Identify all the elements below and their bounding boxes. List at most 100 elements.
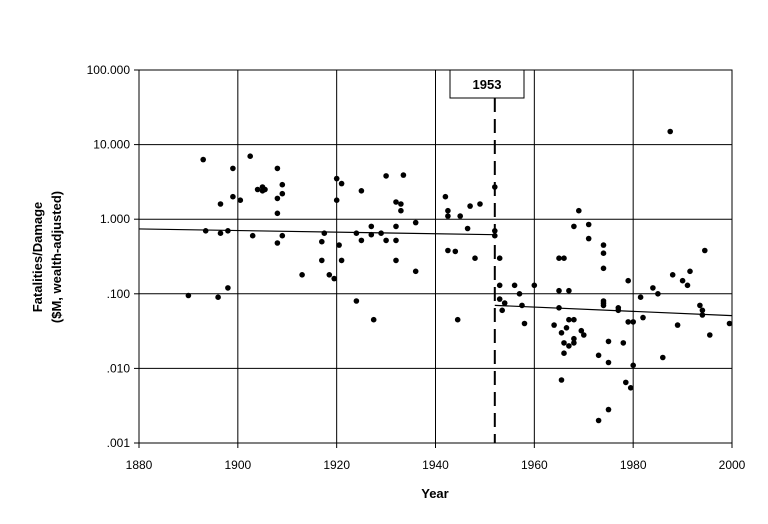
data-point (496, 255, 503, 261)
data-point (249, 232, 256, 239)
data-point (563, 325, 570, 331)
annotation-box (449, 69, 525, 99)
data-point (558, 330, 565, 336)
x-tick-label: 1900 (224, 458, 251, 472)
data-point (620, 340, 627, 346)
data-point (561, 255, 567, 261)
data-point (442, 193, 449, 200)
data-point (274, 195, 281, 202)
y-tick-label: .010 (107, 361, 131, 375)
data-point (684, 282, 691, 289)
data-point (566, 287, 572, 294)
data-point (630, 319, 636, 325)
data-point (558, 377, 565, 383)
data-point (585, 221, 592, 228)
data-point (566, 343, 572, 349)
data-point (262, 186, 268, 193)
data-point (669, 272, 676, 278)
data-point (660, 354, 666, 361)
data-point (496, 282, 503, 289)
data-point (333, 175, 340, 182)
x-axis-ticks: 1880 1900 1920 1940 1960 1980 2000 (126, 443, 746, 472)
data-point (571, 223, 577, 230)
data-point (630, 362, 636, 369)
data-point (674, 322, 681, 328)
data-point (707, 332, 713, 338)
trend-lines (138, 228, 733, 317)
data-point (625, 277, 631, 284)
data-point (274, 165, 281, 172)
data-point (571, 316, 577, 323)
data-point (726, 320, 733, 327)
data-point (358, 237, 365, 244)
data-point (650, 285, 656, 291)
data-point (445, 213, 451, 219)
x-tick-label: 1980 (620, 458, 647, 472)
y-tick-label: 100.000 (87, 63, 131, 77)
data-point (445, 207, 451, 214)
data-point (600, 302, 607, 309)
data-point (697, 302, 703, 309)
data-point (225, 228, 231, 234)
data-point (321, 230, 328, 236)
data-point (605, 359, 612, 366)
trend-line (138, 228, 495, 236)
data-point (516, 291, 523, 297)
data-point (370, 316, 377, 323)
data-point (254, 186, 261, 193)
annotation-label: 1953 (473, 77, 502, 92)
data-point (200, 156, 206, 163)
data-point (600, 250, 607, 256)
data-point (667, 128, 673, 135)
data-point (353, 230, 360, 236)
data-point (378, 230, 384, 236)
data-point (454, 316, 461, 323)
data-point (600, 242, 607, 248)
annotation-1953: 1953 (449, 69, 525, 99)
y-tick-label: 1.000 (100, 212, 130, 226)
data-point (452, 248, 459, 255)
data-point (578, 327, 585, 334)
data-point (383, 173, 389, 179)
y-axis-label-line-2: ($M, wealth-adjusted) (49, 191, 64, 323)
data-point (393, 257, 399, 264)
data-point (637, 294, 644, 301)
data-point (627, 385, 634, 391)
data-point (655, 291, 661, 297)
data-point (274, 210, 281, 217)
data-point (640, 314, 646, 321)
x-tick-label: 1880 (126, 458, 153, 472)
data-point (393, 237, 399, 244)
data-point (217, 230, 224, 236)
data-point (393, 223, 399, 230)
data-point (625, 319, 631, 325)
x-tick-label: 1960 (521, 458, 548, 472)
x-tick-label: 1940 (422, 458, 449, 472)
data-point (492, 228, 498, 234)
data-point (702, 247, 708, 254)
data-point (225, 285, 231, 291)
data-point (492, 232, 498, 239)
data-point (279, 181, 286, 188)
y-axis-label-line-1: Fatalities/Damage (30, 202, 45, 313)
data-point (398, 207, 404, 214)
data-point (412, 219, 419, 226)
data-point (457, 213, 464, 219)
data-point (561, 340, 567, 346)
data-point (467, 203, 473, 209)
data-point (215, 294, 221, 301)
data-point (393, 199, 399, 205)
data-point (699, 312, 706, 318)
data-point (615, 307, 622, 314)
data-point (492, 184, 498, 190)
data-point (551, 322, 557, 328)
data-point (519, 302, 525, 309)
trend-line (494, 304, 733, 317)
data-point (319, 257, 325, 264)
data-point (600, 265, 607, 272)
data-point (571, 335, 577, 342)
data-point (687, 268, 693, 275)
data-point (353, 298, 360, 304)
data-point (237, 197, 244, 203)
data-point (338, 180, 345, 187)
